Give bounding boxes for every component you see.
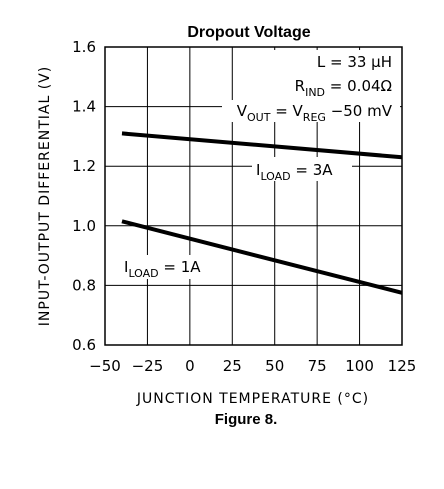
- y-tick-label: 1.4: [72, 98, 96, 116]
- vout-label-bg: [222, 100, 400, 122]
- condition-inductance: L = 33 μH: [317, 53, 392, 71]
- plot-frame: [104, 46, 403, 346]
- y-tick-label: 1.6: [72, 38, 96, 56]
- y-tick-labels: 0.6 0.8 1.0 1.2 1.4 1.6: [72, 38, 96, 354]
- x-tick-label: −50: [89, 357, 121, 375]
- x-tick-label: 50: [265, 357, 284, 375]
- figure-caption: Figure 8.: [215, 411, 278, 428]
- condition-resistance: RIND = 0.04Ω: [295, 77, 392, 99]
- x-tick-label: 100: [345, 357, 374, 375]
- x-tick-label: 75: [308, 357, 327, 375]
- x-tick-label: 25: [223, 357, 242, 375]
- x-tick-label: 125: [388, 357, 417, 375]
- series-line-3a: [121, 131, 403, 160]
- series-label-3a-bg: [252, 157, 352, 181]
- x-tick-labels: −50 −25 0 25 50 75 100 125: [89, 357, 416, 375]
- x-tick-label: 0: [185, 357, 195, 375]
- chart-title: Dropout Voltage: [187, 24, 310, 41]
- y-tick-label: 0.6: [72, 336, 96, 354]
- series-line-1a: [121, 219, 403, 295]
- series-label-3a: ILOAD = 3A: [256, 161, 333, 183]
- series-label-1a-bg: [120, 255, 212, 279]
- y-tick-label: 1.2: [72, 157, 96, 175]
- y-tick-label: 1.0: [72, 217, 96, 235]
- data-series: [121, 131, 403, 295]
- y-axis-label: INPUT-OUTPUT DIFFERENTIAL (V): [37, 66, 53, 326]
- series-label-1a: ILOAD = 1A: [124, 258, 201, 280]
- x-axis-label: JUNCTION TEMPERATURE (°C): [136, 391, 369, 407]
- x-tick-label: −25: [132, 357, 164, 375]
- y-tick-label: 0.8: [72, 276, 96, 294]
- condition-vout: VOUT = VREG −50 mV: [237, 102, 393, 124]
